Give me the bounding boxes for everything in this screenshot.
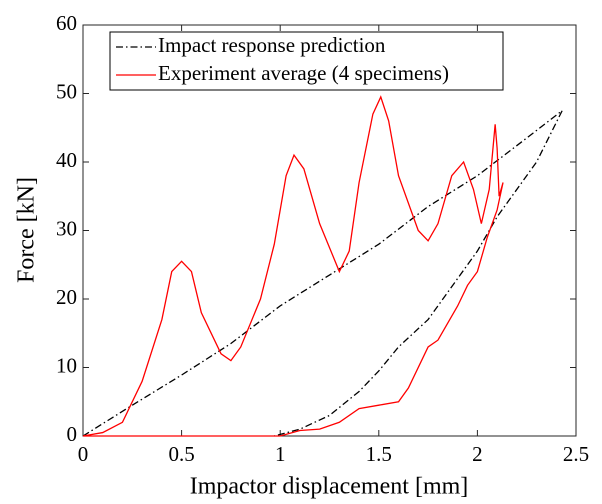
y-tick-label: 10 [56,353,77,377]
legend-label: Impact response prediction [158,33,386,57]
y-tick-label: 30 [56,216,77,240]
y-tick-label: 20 [56,285,77,309]
plot-frame [82,24,577,437]
series-line [82,95,504,437]
legend-label: Experiment average (4 specimens) [158,61,449,85]
x-tick-label: 0.5 [168,442,194,466]
y-tick-label: 60 [56,11,77,35]
legend-box [109,31,504,91]
y-tick-label: 40 [56,148,77,172]
x-tick-label: 1.5 [366,442,392,466]
series-line [82,110,563,437]
x-tick-label: 2.5 [563,442,589,466]
y-axis-label: Force [kN] [14,177,40,283]
x-tick-label: 0 [78,442,89,466]
y-tick-label: 50 [56,79,77,103]
x-tick-label: 2 [472,442,483,466]
x-axis-label: Impactor displacement [mm] [190,474,469,500]
x-tick-label: 1 [275,442,286,466]
y-tick-label: 0 [67,422,78,446]
